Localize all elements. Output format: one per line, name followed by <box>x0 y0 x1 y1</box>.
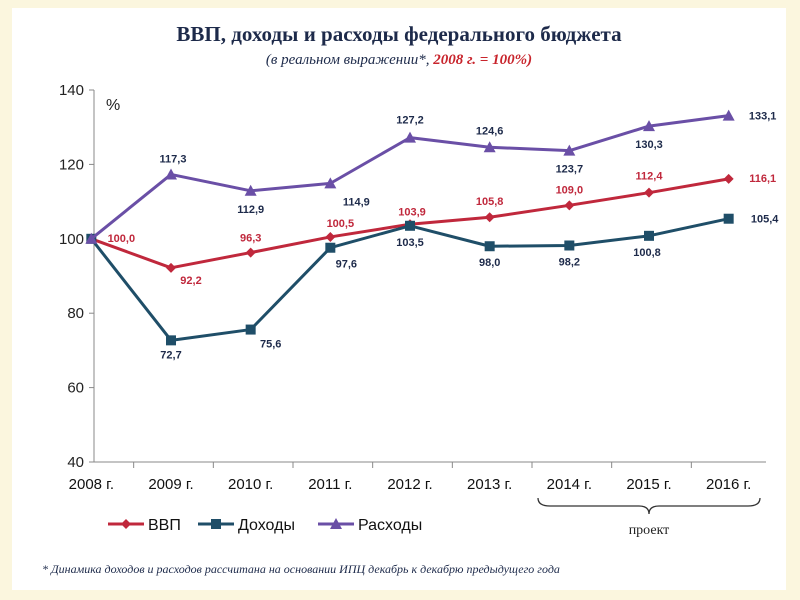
x-tick-label: 2016 г. <box>706 476 751 493</box>
data-point-gdp <box>484 212 495 223</box>
chart-axes: 40 60 80 100 120 140% 2008 г. 2009 г. 2010 г. 201… <box>59 82 766 538</box>
data-point-revenue <box>723 213 734 224</box>
data-label-expenditure: 123,7 <box>556 164 584 176</box>
data-point-expenditure <box>563 144 576 156</box>
data-label-gdp: 112,4 <box>636 171 664 183</box>
data-point-expenditure <box>324 177 337 189</box>
data-point-revenue <box>644 230 654 241</box>
x-tick-label: 2013 г. <box>467 476 512 493</box>
legend-marker-revenue <box>211 519 221 529</box>
x-tick-label: 2009 г. <box>148 476 193 493</box>
data-point-expenditure <box>244 184 257 196</box>
data-label-revenue: 72,7 <box>160 349 181 361</box>
data-label-revenue: 98,0 <box>479 257 500 269</box>
data-label-revenue: 97,6 <box>336 259 357 271</box>
data-point-expenditure <box>165 168 177 180</box>
data-label-gdp: 92,2 <box>180 275 201 287</box>
data-point-revenue <box>245 324 256 335</box>
data-point-expenditure <box>404 131 416 143</box>
x-tick-label: 2008 г. <box>69 476 114 493</box>
x-tick-label: 2012 г. <box>387 476 432 493</box>
data-point-revenue <box>484 241 495 252</box>
chart-subtitle: (в реальном выражении*, 2008 г. = 100%) <box>12 52 786 69</box>
data-point-revenue <box>405 220 415 231</box>
legend-label-revenue: Доходы <box>238 517 295 534</box>
legend-label-expenditure: Расходы <box>358 517 422 534</box>
projection-label: проект <box>629 523 670 538</box>
chart-legend: ВВП Доходы Расходы <box>108 517 422 534</box>
data-point-gdp <box>564 200 575 211</box>
data-label-expenditure: 124,6 <box>476 125 504 137</box>
subtitle-prefix: (в реальном выражении*, <box>265 52 434 68</box>
data-label-revenue: 105,4 <box>751 214 779 226</box>
slide: ВВП, доходы и расходы федерального бюдже… <box>12 8 786 590</box>
data-point-gdp <box>325 231 336 242</box>
data-label-revenue: 98,2 <box>559 256 580 268</box>
x-tick-label: 2014 г. <box>547 476 592 493</box>
data-label-revenue: 103,5 <box>396 237 424 249</box>
chart-title: ВВП, доходы и расходы федерального бюдже… <box>176 22 622 46</box>
y-tick-label: 120 <box>59 156 84 173</box>
data-label-revenue: 100,8 <box>633 247 661 259</box>
y-tick-label: 60 <box>67 380 84 397</box>
x-tick-label: 2015 г. <box>626 476 671 493</box>
x-tick-label: 2011 г. <box>308 476 352 493</box>
y-tick-label: 40 <box>67 454 84 471</box>
y-tick-label: 140 <box>59 82 84 99</box>
x-tick-label: 2010 г. <box>228 476 273 493</box>
data-label-gdp: 109,0 <box>556 184 584 196</box>
legend-marker-expenditure <box>330 518 342 529</box>
footnote: * Динамика доходов и расходов рассчитана… <box>42 562 560 576</box>
data-label-gdp: 96,3 <box>240 233 261 245</box>
data-point-expenditure <box>483 141 496 153</box>
data-label-expenditure: 130,3 <box>635 139 663 151</box>
line-chart: 40 60 80 100 120 140% 2008 г. 2009 г. 2010 г. 201… <box>59 82 780 538</box>
data-point-gdp <box>166 262 176 273</box>
data-point-gdp <box>644 187 654 198</box>
data-point-gdp <box>723 173 734 184</box>
y-unit-label: % <box>106 97 120 114</box>
projection-brace <box>537 497 761 515</box>
data-point-expenditure <box>722 109 735 121</box>
subtitle-highlight: 2008 г. = 100%) <box>433 52 533 68</box>
data-label-gdp: 100,5 <box>327 218 355 230</box>
data-point-revenue <box>564 240 575 251</box>
y-tick-label: 80 <box>67 305 84 322</box>
legend-label-gdp: ВВП <box>148 517 181 534</box>
data-label-expenditure: 127,2 <box>396 115 424 127</box>
data-point-expenditure <box>85 232 98 244</box>
data-label-expenditure: 114,9 <box>343 196 370 208</box>
chart-data-labels: 100,0 92,2 96,3 100,5 103,9 105,8 109,0 112,4 11… <box>108 111 780 362</box>
data-label-expenditure: 112,9 <box>237 204 264 216</box>
data-label-gdp: 100,0 <box>108 233 136 245</box>
legend-marker-gdp <box>121 519 131 529</box>
data-point-expenditure <box>643 120 655 132</box>
data-label-revenue: 75,6 <box>260 339 281 351</box>
data-point-gdp <box>245 247 256 258</box>
chart-series <box>85 109 735 346</box>
data-label-gdp: 116,1 <box>749 173 776 185</box>
data-point-revenue <box>166 335 176 346</box>
data-label-gdp: 105,8 <box>476 196 504 208</box>
data-label-expenditure: 133,1 <box>749 111 777 123</box>
data-label-expenditure: 117,3 <box>160 153 187 165</box>
data-label-gdp: 103,9 <box>398 206 426 218</box>
y-tick-label: 100 <box>59 231 84 248</box>
data-point-revenue <box>325 242 336 253</box>
